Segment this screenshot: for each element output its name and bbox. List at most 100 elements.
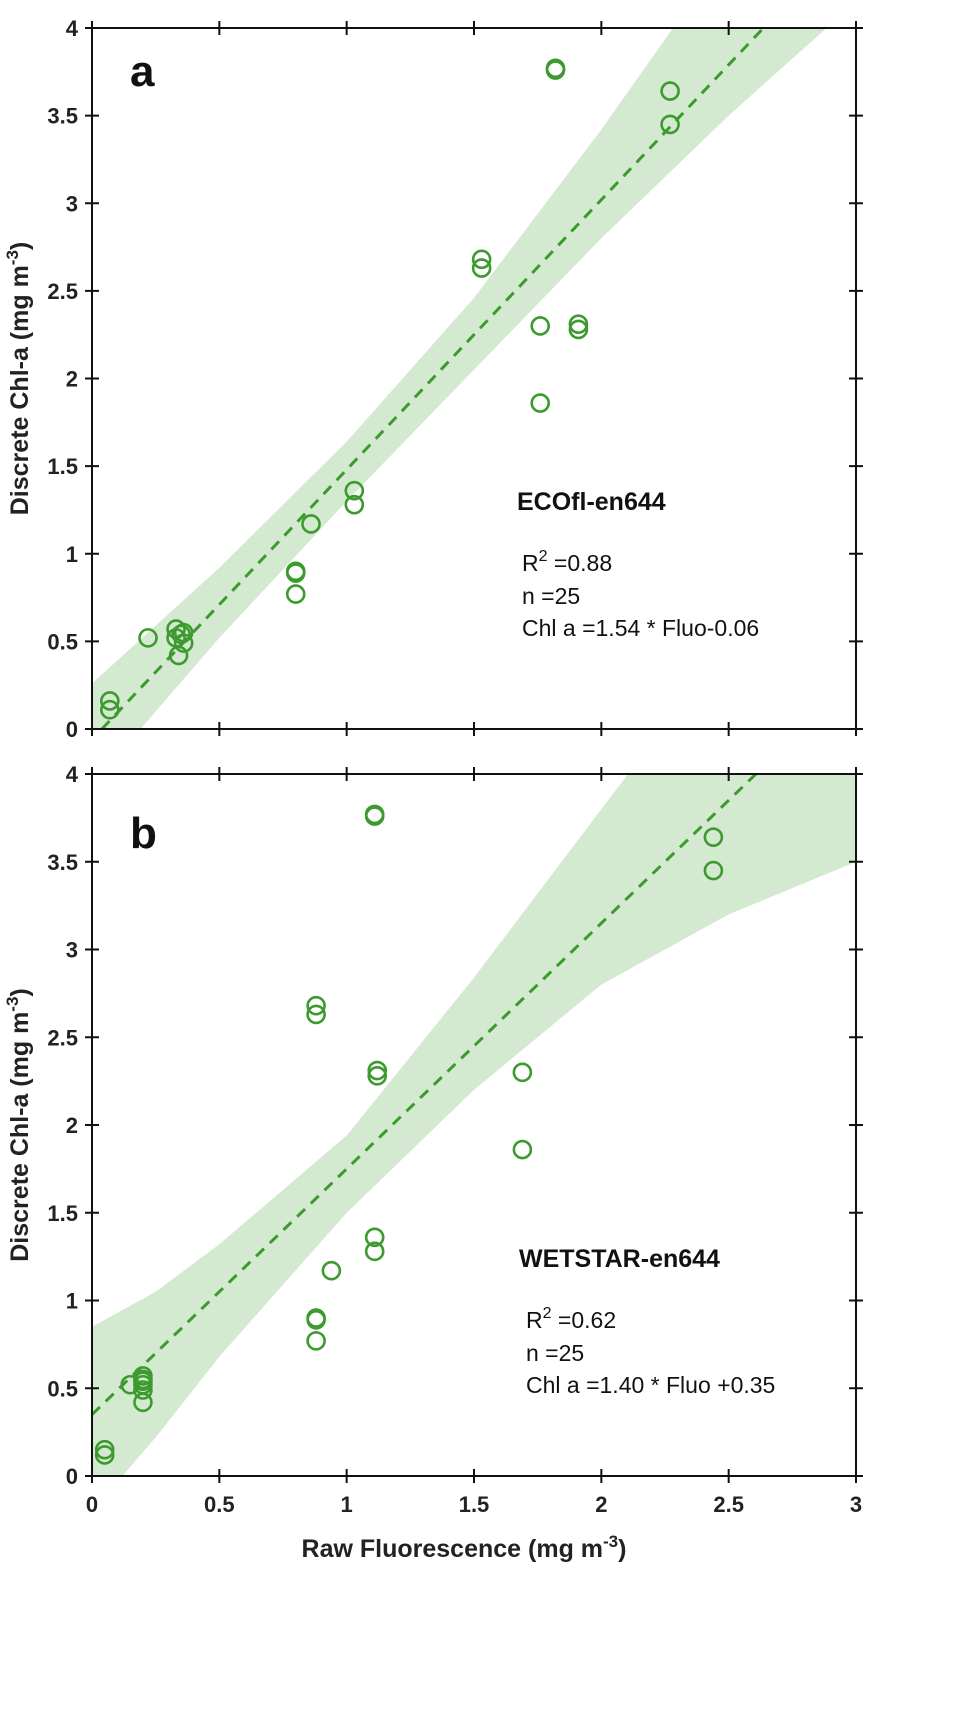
data-point [364,1227,385,1248]
x-tick-label: 1 [341,1492,353,1517]
y-tick-label: 3.5 [47,850,78,875]
y-axis-title: Discrete Chl-a (mg m-3) [3,988,34,1262]
data-point [512,1139,533,1160]
instrument-label: ECOfl-en644 [517,488,666,516]
confidence-band [92,774,856,1476]
plot-area [92,28,827,729]
data-point [306,1310,326,1330]
x-tick-label: 2.5 [713,1492,744,1517]
y-tick-label: 1 [66,1289,78,1314]
data-point [306,1004,326,1025]
y-tick-label: 1.5 [47,1201,78,1226]
data-point [133,1380,153,1400]
y-tick-label: 2.5 [47,279,78,304]
data-point [321,1260,342,1281]
y-axis-title-text: Discrete Chl-a (mg m [6,265,34,515]
data-point [100,699,120,720]
data-point [173,633,194,653]
data-point [100,691,120,711]
data-point [530,316,551,336]
y-axis-title-text: Discrete Chl-a (mg m [6,1012,34,1262]
y-tick-label: 0.5 [47,1376,78,1401]
y-axis-title-close: ) [6,242,34,250]
data-point [703,827,724,847]
data-point [660,81,680,101]
y-tick-label: 0 [66,1464,78,1489]
data-point [471,258,492,278]
data-point [138,628,158,648]
panel-b: 0 0.5 1 1.5 2 2.5 3 0 0.5 1 1.5 2 2.5 3 3.5 4 Discrete C… [3,762,863,1563]
data-point [545,60,566,80]
data-point [530,393,551,413]
x-axis-title-sup: -3 [603,1532,618,1551]
data-point [133,1392,153,1413]
data-point [512,1062,533,1083]
equation-text: Chl a =1.40 * Fluo +0.35 [526,1372,775,1398]
confidence-band [92,28,827,729]
x-axis-title-text: Raw Fluorescence (mg m [302,1535,603,1563]
data-point [703,860,724,881]
data-point [471,249,492,270]
y-tick-label: 1 [66,542,78,567]
data-point [94,1439,115,1460]
data-point [168,645,189,666]
data-point [344,480,365,501]
data-point [306,1331,326,1351]
plot-area [92,774,856,1476]
y-tick-label: 2 [66,1113,78,1138]
n-text: n =25 [526,1340,584,1366]
y-tick-label: 0 [66,717,78,742]
y-axis-title: Discrete Chl-a (mg m-3) [3,242,34,516]
data-point [94,1445,115,1465]
y-axis-title-close: ) [6,988,34,996]
regression-line [100,28,766,729]
data-point [285,584,306,604]
data-point [171,624,191,645]
x-tick-label: 0.5 [204,1492,235,1517]
r2-text: R2 =0.62 [526,1305,616,1333]
data-point [367,1066,388,1086]
panel-letter: a [130,47,155,96]
instrument-label: WETSTAR-en644 [519,1245,720,1273]
y-axis-title-sup: -3 [3,250,22,265]
r2-sup: 2 [543,1305,552,1322]
x-tick-label: 1.5 [459,1492,490,1517]
x-tick-label: 0 [86,1492,98,1517]
data-point [285,563,306,583]
y-tick-label: 0.5 [47,629,78,654]
r2-value: =0.88 [548,550,613,576]
panel-letter: b [130,809,157,858]
r2-text: R2 =0.88 [522,548,612,576]
data-point [344,494,365,515]
data-point [367,1060,388,1081]
y-tick-label: 2 [66,367,78,392]
panel-a: 0 0.5 1 1.5 2 2.5 3 3.5 4 Discrete Chl-a (mg m-3)… [3,16,863,742]
r2-sup: 2 [539,548,548,565]
y-tick-label: 1.5 [47,454,78,479]
y-tick-label: 4 [66,16,79,41]
x-axis-title: Raw Fluorescence (mg m-3) [302,1532,627,1563]
r2-prefix: R [522,550,539,576]
regression-line [92,774,759,1416]
y-tick-label: 2.5 [47,1025,78,1050]
y-tick-label: 3 [66,191,78,216]
y-tick-label: 3.5 [47,104,78,129]
equation-text: Chl a =1.54 * Fluo-0.06 [522,615,759,641]
data-point [568,319,589,340]
y-tick-label: 3 [66,938,78,963]
y-axis-title-sup: -3 [3,997,22,1012]
x-tick-label: 2 [595,1492,607,1517]
data-point [133,1369,153,1390]
y-tick-label: 4 [66,762,79,787]
data-point [301,514,321,534]
data-point [364,1241,385,1262]
x-tick-label: 3 [850,1492,862,1517]
data-point [660,114,680,135]
r2-prefix: R [526,1307,543,1333]
data-point [306,995,326,1016]
data-point [173,622,194,643]
r2-value: =0.62 [552,1307,617,1333]
data-point [364,806,385,826]
data-point [568,314,589,334]
